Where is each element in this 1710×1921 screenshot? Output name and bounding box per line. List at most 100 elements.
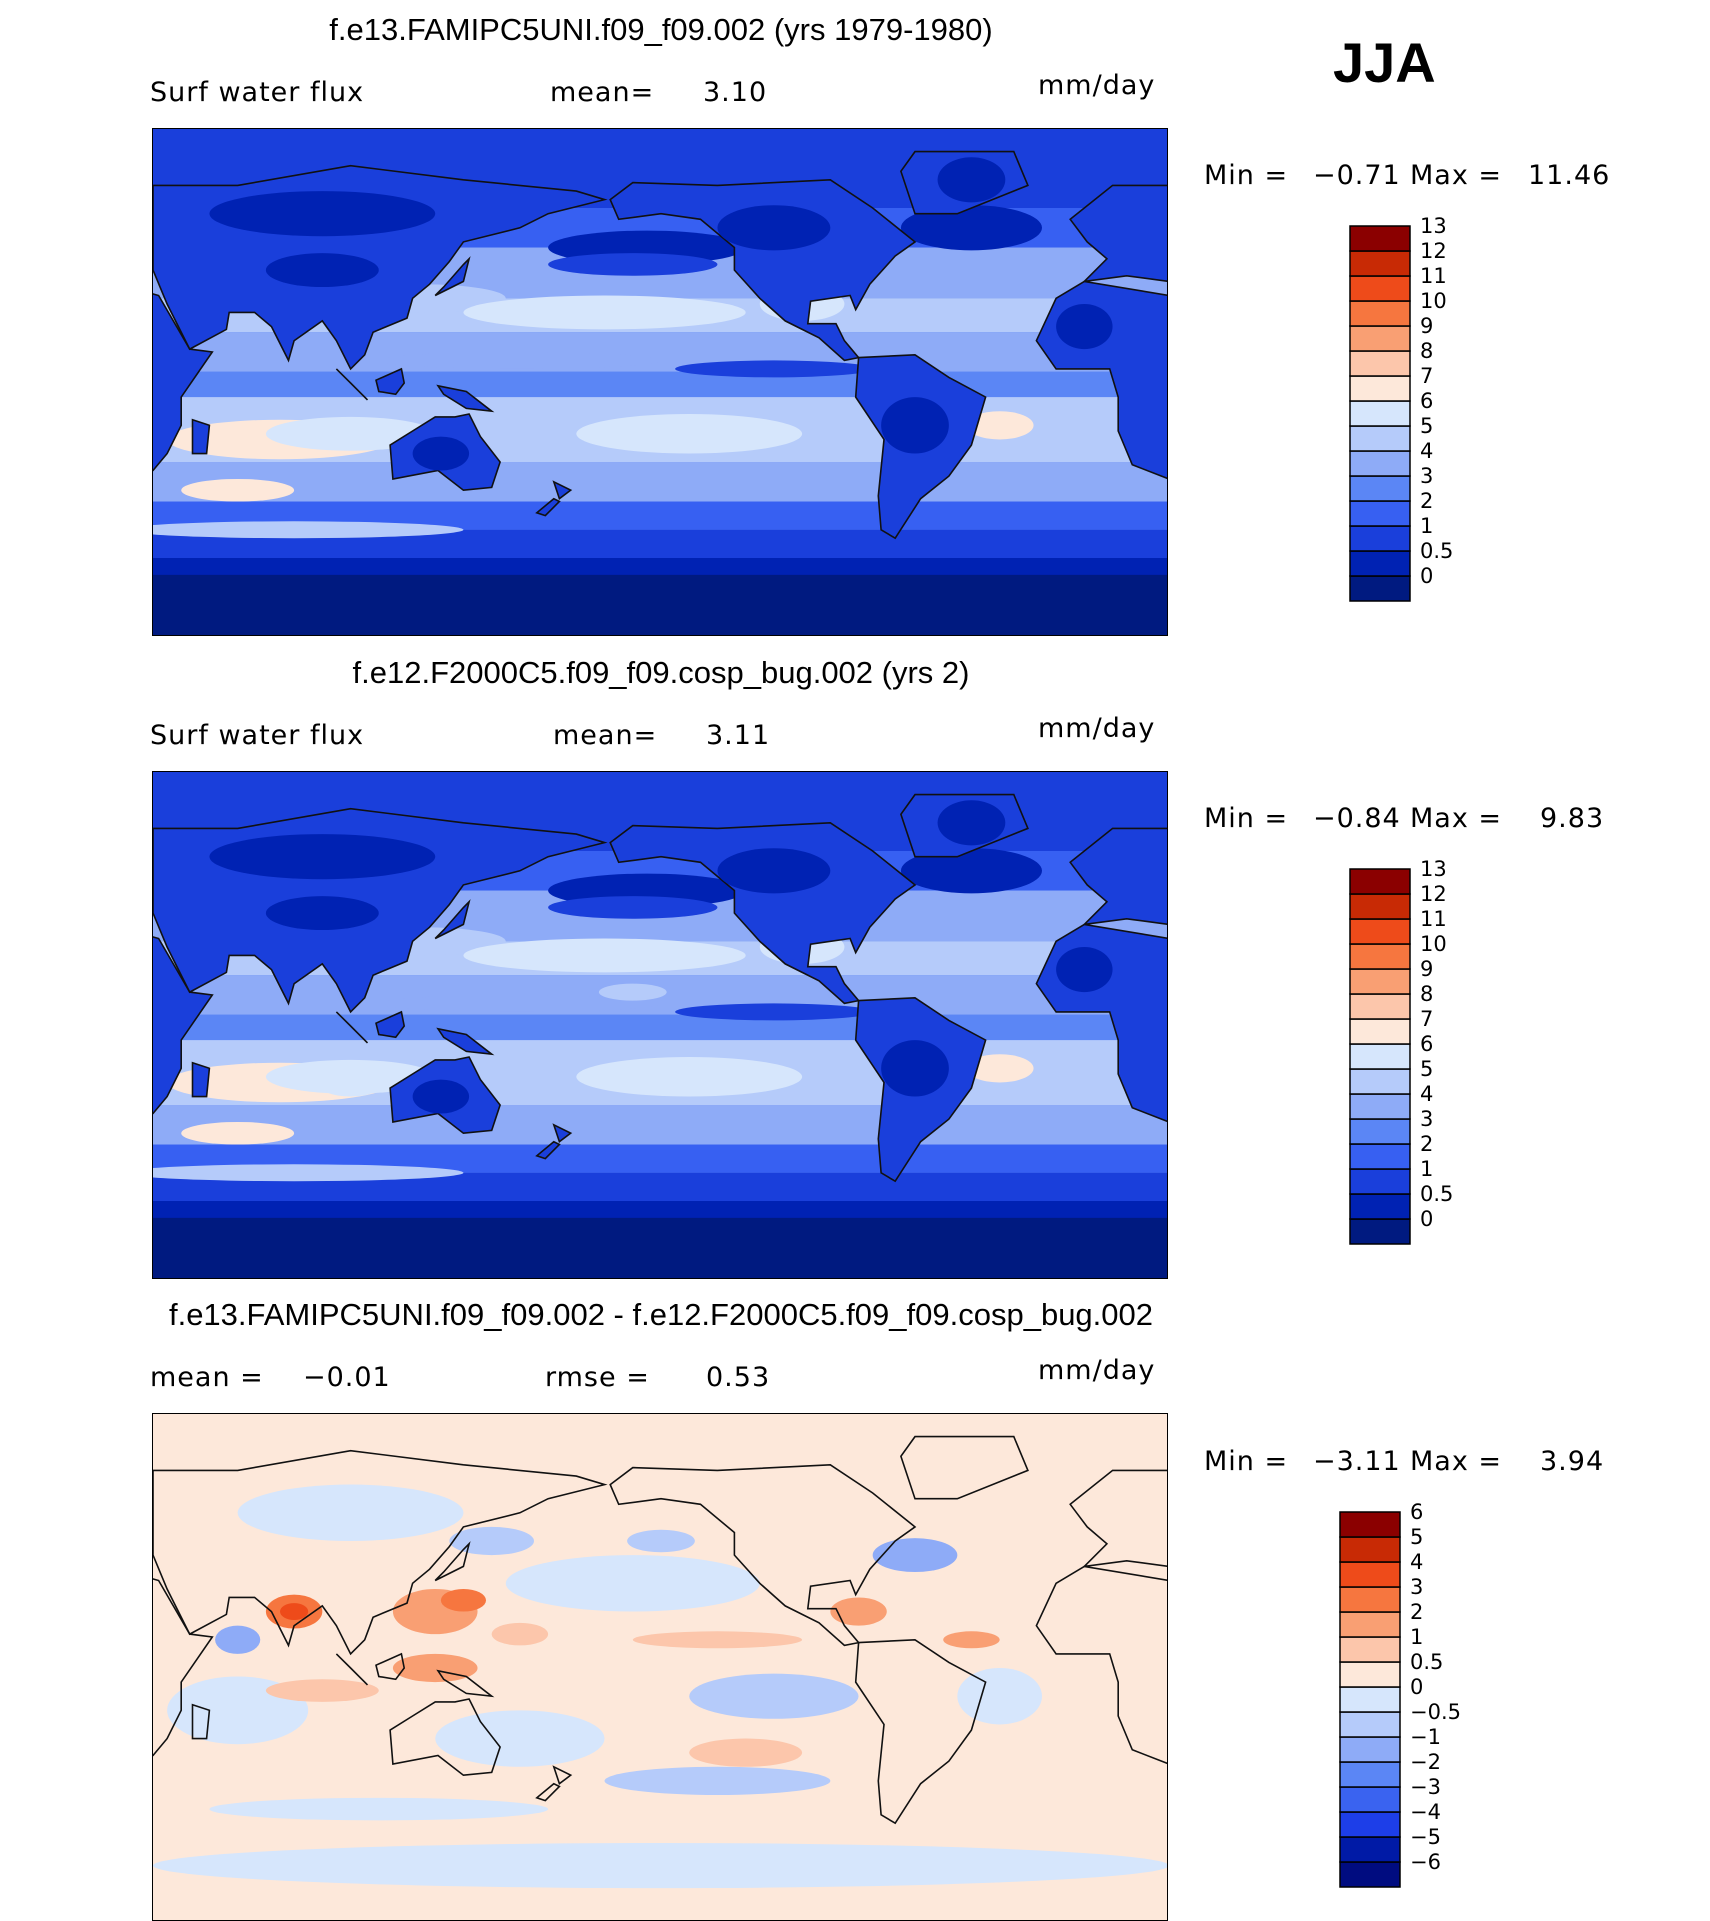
panel2-map (152, 771, 1168, 1279)
landmass (436, 1027, 495, 1056)
colorbar-segment (1339, 1761, 1401, 1788)
panel2-mean-label: mean= (553, 720, 658, 751)
contour-region (872, 1538, 958, 1573)
panel2-variable: Surf water flux (150, 720, 365, 751)
panel3-title: f.e13.FAMIPC5UNI.f09_f09.002 - f.e12.F20… (168, 1297, 1154, 1332)
colorbar-segment (1349, 375, 1411, 402)
colorbar-tick-label: 13 (1420, 857, 1447, 881)
contour-region (881, 397, 949, 454)
contour-region (181, 1121, 295, 1145)
colorbar-tick-label: 8 (1420, 339, 1433, 363)
contour-region (576, 414, 803, 454)
panel1-max-label: Max = (1410, 160, 1503, 191)
colorbar-segment (1349, 575, 1411, 602)
colorbar-tick-label: 6 (1410, 1500, 1423, 1524)
panel3-min-label: Min = (1204, 1446, 1289, 1477)
contour-region (900, 205, 1042, 251)
colorbar-segment (1349, 1143, 1411, 1170)
panel2-min-value: −0.84 (1313, 803, 1401, 834)
contour-region (215, 1625, 261, 1654)
colorbar-segment (1339, 1561, 1401, 1588)
season-label: JJA (1333, 31, 1436, 94)
contour-region (548, 253, 718, 276)
colorbar-segment (1339, 1711, 1401, 1738)
colorbar-tick-label: 3 (1410, 1575, 1423, 1599)
colorbar-segment (1339, 1686, 1401, 1713)
contour-region (265, 1679, 379, 1702)
panel1-mean-label: mean= (550, 77, 655, 108)
colorbar-tick-label: 0 (1420, 564, 1433, 588)
colorbar-segment (1339, 1861, 1401, 1888)
colorbar-segment (1349, 868, 1411, 895)
contour-region (1056, 303, 1113, 350)
contour-region (505, 1555, 760, 1612)
contour-region (153, 1842, 1167, 1889)
landmass-outline (1035, 1565, 1167, 1765)
panel3-mean-value: −0.01 (303, 1362, 391, 1393)
panel2-min-label: Min = (1204, 803, 1289, 834)
colorbar-tick-label: 4 (1420, 439, 1433, 463)
panel3-colorbar: −6 −5 −4 −3 −2 −1 −0.5 0 0.5 1 2 3 4 5 6 (1339, 1500, 1500, 1891)
colorbar-tick-label: 4 (1410, 1550, 1423, 1574)
landmass-outline (153, 1578, 214, 1757)
colorbar-segment (1339, 1611, 1401, 1638)
colorbar-tick-label: 5 (1420, 414, 1433, 438)
panel3-rmse-label: rmse = (545, 1362, 650, 1393)
panel1-units: mm/day (1038, 70, 1156, 101)
colorbar-tick-label: 11 (1420, 907, 1447, 931)
colorbar-segment (1349, 450, 1411, 477)
landmass (191, 418, 211, 455)
panel2-max-label: Max = (1410, 803, 1503, 834)
panel2-title: f.e12.F2000C5.f09_f09.cosp_bug.002 (yrs … (352, 655, 970, 690)
colorbar-segment (1349, 400, 1411, 427)
landmass (535, 497, 561, 517)
panel3-map (152, 1413, 1168, 1921)
colorbar-segment (1349, 1168, 1411, 1195)
colorbar-tick-label: 0.5 (1420, 1182, 1453, 1206)
contour-region (900, 848, 1042, 894)
contour-region (491, 1622, 549, 1646)
colorbar-segment (1349, 1043, 1411, 1070)
contour-region (548, 896, 718, 919)
colorbar-tick-label: 9 (1420, 957, 1433, 981)
colorbar-tick-label: 6 (1420, 389, 1433, 413)
colorbar-segment (1349, 968, 1411, 995)
landmass (375, 367, 406, 396)
contour-region (463, 938, 746, 973)
colorbar-segment (1349, 1018, 1411, 1045)
colorbar-tick-label: −0.5 (1410, 1700, 1461, 1724)
panel3-units: mm/day (1038, 1355, 1156, 1386)
contour-region (153, 1164, 464, 1182)
contour-region (209, 1797, 549, 1821)
colorbar-segment (1349, 1218, 1411, 1245)
contour-region (957, 1668, 1042, 1725)
contour-region (604, 1766, 831, 1795)
panel3-max-label: Max = (1410, 1446, 1503, 1477)
panel1-min-value: −0.71 (1313, 160, 1401, 191)
contour-region (937, 800, 1006, 846)
colorbar-segment (1339, 1661, 1401, 1688)
contour-region (209, 834, 436, 880)
colorbar-segment (1349, 1118, 1411, 1145)
colorbar-tick-label: 2 (1420, 1132, 1433, 1156)
colorbar-segment (1349, 325, 1411, 352)
latitude-band (153, 462, 1167, 502)
colorbar-segment (1349, 993, 1411, 1020)
colorbar-segment (1349, 918, 1411, 945)
contour-region (181, 478, 295, 502)
contour-region (632, 1631, 803, 1649)
panel1-map (152, 128, 1168, 636)
colorbar-tick-label: 13 (1420, 214, 1447, 238)
panel1-variable: Surf water flux (150, 77, 365, 108)
colorbar-tick-label: 12 (1420, 239, 1447, 263)
landmass (552, 1123, 573, 1144)
colorbar-segment (1349, 1093, 1411, 1120)
contour-region (830, 1597, 887, 1626)
colorbar-segment (1349, 250, 1411, 277)
colorbar-segment (1339, 1736, 1401, 1763)
colorbar-tick-label: 1 (1420, 514, 1433, 538)
landmass (436, 384, 495, 413)
colorbar-tick-label: 8 (1420, 982, 1433, 1006)
landmass (552, 480, 573, 501)
contour-region (689, 1738, 803, 1767)
